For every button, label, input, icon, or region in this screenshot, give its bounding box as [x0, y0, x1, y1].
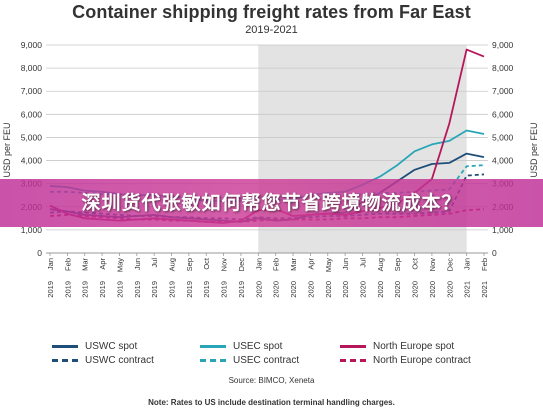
x-tick-label: Jan	[463, 258, 472, 270]
legend-label: North Europe contract	[373, 355, 471, 366]
x-tick-label: Aug	[376, 258, 385, 271]
y-tick-label-right: 1,000	[492, 225, 514, 235]
x-tick-label: Jan	[254, 258, 263, 270]
x-tick-label: Nov	[428, 258, 437, 272]
legend-item-uswc-contract: USWC contract	[52, 355, 154, 366]
x-tick-label: 2020	[306, 281, 315, 298]
x-tick-label: 2020	[324, 281, 333, 298]
legend-label: North Europe spot	[373, 341, 455, 352]
legend-swatch	[200, 359, 226, 362]
x-tick-label: 2019	[81, 281, 90, 298]
y-axis-label-left: USD per FEU	[2, 122, 12, 177]
x-tick-label: Oct	[411, 257, 420, 270]
x-tick-label: 2020	[358, 281, 367, 298]
x-tick-label: Jul	[150, 258, 159, 268]
y-tick-label-right: 8,000	[492, 63, 514, 73]
overlay-banner: 深圳货代张敏如何帮您节省跨境物流成本？	[0, 179, 543, 227]
chart-source: Source: BIMCO, Xeneta	[228, 376, 315, 385]
x-tick-label: Dec	[237, 258, 246, 272]
x-tick-label: 2019	[185, 281, 194, 298]
y-tick-label-left: 4,000	[21, 156, 43, 166]
x-tick-label: Jan	[46, 258, 55, 270]
y-tick-label-left: 5,000	[21, 132, 43, 142]
x-tick-label: Feb	[272, 258, 281, 271]
legend-item-usec-spot: USEC spot	[200, 341, 282, 352]
y-tick-label-left: 9,000	[21, 40, 43, 50]
x-tick-label: May	[115, 258, 124, 272]
x-tick-label: Mar	[81, 258, 90, 271]
x-tick-label: Apr	[306, 257, 315, 269]
legend-label: USEC contract	[233, 355, 300, 366]
legend-item-usec-contract: USEC contract	[200, 355, 299, 366]
legend-label: USWC contract	[85, 355, 154, 366]
x-tick-label: Dec	[445, 258, 454, 272]
y-axis-label-right: USD per FEU	[529, 122, 539, 177]
x-tick-label: 2019	[237, 281, 246, 298]
x-tick-label: 2019	[63, 281, 72, 298]
legend-swatch	[340, 345, 366, 348]
x-tick-label: 2021	[480, 281, 489, 298]
x-tick-label: 2019	[220, 281, 229, 298]
legend-swatch	[52, 359, 78, 362]
x-tick-label: Sep	[185, 258, 194, 271]
x-tick-label: 2019	[168, 281, 177, 298]
x-tick-label: 2020	[341, 281, 350, 298]
x-tick-label: 2020	[376, 281, 385, 298]
y-tick-label-right: 5,000	[492, 132, 514, 142]
legend-label: USWC spot	[85, 341, 138, 352]
x-tick-label: Jun	[341, 258, 350, 270]
x-tick-label: Jul	[358, 258, 367, 268]
legend-label: USEC spot	[233, 341, 283, 352]
y-tick-label-right: 9,000	[492, 40, 514, 50]
x-tick-label: 2020	[445, 281, 454, 298]
y-tick-label-right: 6,000	[492, 109, 514, 119]
x-tick-label: 2020	[289, 281, 298, 298]
legend-swatch	[340, 359, 366, 362]
legend-swatch	[52, 345, 78, 348]
x-tick-label: 2019	[46, 281, 55, 298]
x-tick-label: Sep	[393, 258, 402, 271]
x-tick-label: 2019	[133, 281, 142, 298]
legend-swatch	[200, 345, 226, 348]
x-tick-label: 2020	[428, 281, 437, 298]
y-tick-label-left: 6,000	[21, 109, 43, 119]
y-tick-label-right: 7,000	[492, 86, 514, 96]
x-tick-label: 2020	[393, 281, 402, 298]
x-tick-label: 2019	[202, 281, 211, 298]
legend-item-north-europe-contract: North Europe contract	[340, 355, 471, 366]
x-tick-label: Jun	[133, 258, 142, 270]
y-tick-label-right: 0	[492, 248, 497, 258]
x-tick-label: Feb	[480, 258, 489, 271]
x-tick-label: 2021	[463, 281, 472, 298]
x-tick-label: 2019	[98, 281, 107, 298]
x-tick-label: 2020	[254, 281, 263, 298]
y-tick-label-right: 4,000	[492, 156, 514, 166]
x-tick-label: 2019	[150, 281, 159, 298]
x-tick-label: Mar	[289, 258, 298, 271]
legend-item-uswc-spot: USWC spot	[52, 341, 137, 352]
x-tick-label: Aug	[168, 258, 177, 271]
y-tick-label-left: 1,000	[21, 225, 43, 235]
y-tick-label-left: 8,000	[21, 63, 43, 73]
x-tick-label: 2019	[115, 281, 124, 298]
x-tick-label: May	[324, 258, 333, 272]
x-tick-label: Nov	[220, 258, 229, 272]
y-tick-label-left: 0	[37, 248, 42, 258]
y-tick-label-left: 7,000	[21, 86, 43, 96]
x-tick-label: 2020	[411, 281, 420, 298]
x-tick-label: Oct	[202, 257, 211, 270]
chart-subtitle: 2019-2021	[245, 24, 298, 36]
x-tick-label: Feb	[63, 258, 72, 271]
chart-note: Note: Rates to US include destination te…	[148, 398, 395, 407]
x-tick-label: 2020	[272, 281, 281, 298]
legend-item-north-europe-spot: North Europe spot	[340, 341, 454, 352]
x-tick-label: Apr	[98, 257, 107, 269]
chart-title: Container shipping freight rates from Fa…	[72, 2, 471, 22]
